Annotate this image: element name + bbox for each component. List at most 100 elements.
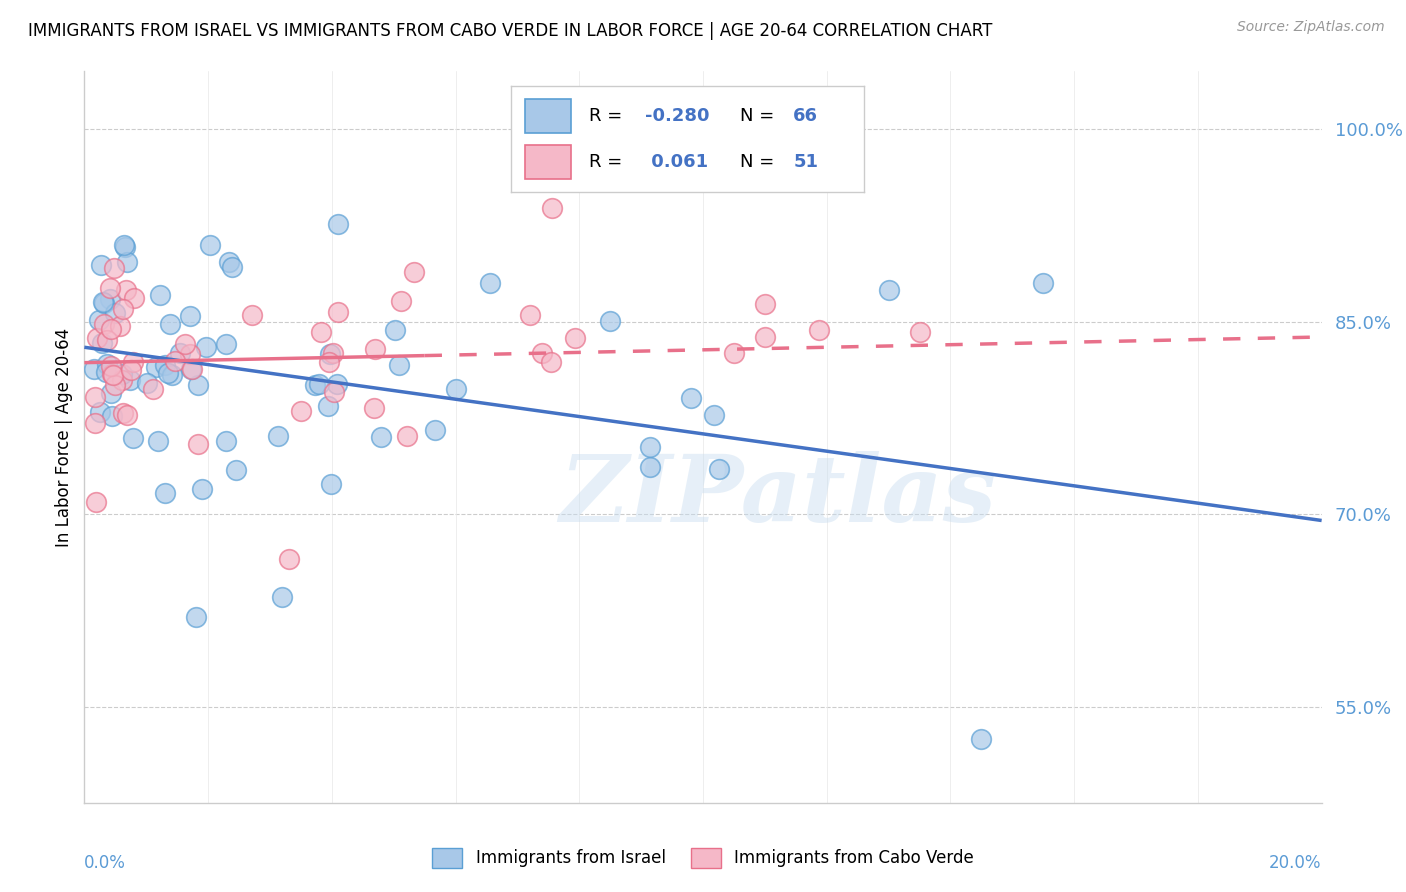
Point [214, 434, 236, 449]
Point [754, 330, 776, 344]
Point [908, 325, 931, 339]
Point [153, 486, 176, 500]
Point [444, 382, 467, 396]
Point [96, 357, 118, 371]
Y-axis label: In Labor Force | Age 20-64: In Labor Force | Age 20-64 [55, 327, 73, 547]
Point [100, 385, 122, 400]
Point [160, 368, 183, 382]
Point [807, 323, 830, 337]
Point [100, 321, 122, 335]
Point [290, 404, 312, 418]
Point [122, 354, 145, 368]
Point [531, 345, 554, 359]
Point [93, 295, 115, 310]
Point [322, 346, 344, 360]
Point [388, 359, 411, 373]
Point [111, 406, 134, 420]
Point [104, 306, 127, 320]
Point [198, 238, 221, 252]
Point [304, 378, 326, 392]
Text: 0.0%: 0.0% [84, 855, 127, 872]
Point [384, 323, 406, 337]
Point [111, 367, 134, 381]
Point [363, 401, 385, 415]
Point [537, 167, 560, 181]
Point [115, 283, 138, 297]
Point [98, 281, 121, 295]
Point [84, 390, 107, 404]
Point [179, 309, 201, 323]
Text: Source: ZipAtlas.com: Source: ZipAtlas.com [1237, 20, 1385, 34]
Point [321, 477, 343, 491]
Point [149, 287, 172, 301]
Point [328, 217, 350, 231]
Point [90, 335, 112, 350]
Point [326, 376, 349, 391]
Point [84, 494, 107, 508]
Point [136, 376, 159, 391]
Point [478, 276, 501, 290]
Point [100, 359, 122, 373]
Point [395, 429, 418, 443]
Point [309, 325, 332, 339]
Point [225, 463, 247, 477]
Point [142, 382, 165, 396]
Point [267, 428, 290, 442]
Point [104, 377, 127, 392]
Point [100, 367, 122, 381]
Point [90, 259, 112, 273]
Point [214, 336, 236, 351]
Point [89, 313, 111, 327]
Point [84, 417, 107, 431]
Point [112, 301, 135, 316]
Point [363, 343, 385, 357]
Point [146, 434, 169, 448]
Point [707, 462, 730, 476]
Point [599, 313, 621, 327]
Point [98, 292, 121, 306]
Point [402, 265, 425, 279]
Point [122, 431, 145, 445]
Point [308, 377, 330, 392]
Point [115, 254, 138, 268]
Point [112, 238, 135, 252]
Point [174, 336, 197, 351]
Point [564, 331, 586, 345]
Point [103, 261, 125, 276]
Point [723, 346, 745, 360]
Point [93, 317, 115, 331]
Point [703, 408, 725, 422]
Legend: Immigrants from Israel, Immigrants from Cabo Verde: Immigrants from Israel, Immigrants from … [426, 841, 980, 875]
Point [96, 333, 118, 347]
Point [319, 347, 342, 361]
Text: 20.0%: 20.0% [1270, 855, 1322, 872]
Point [221, 260, 243, 274]
Point [754, 296, 776, 310]
Point [96, 364, 118, 378]
Point [180, 362, 202, 376]
Point [970, 731, 993, 746]
Point [370, 430, 392, 444]
Point [541, 202, 564, 216]
Point [101, 368, 124, 383]
Point [163, 354, 186, 368]
Point [89, 405, 111, 419]
Point [425, 423, 447, 437]
Point [389, 294, 412, 309]
Point [638, 460, 661, 475]
Point [187, 378, 209, 392]
Point [519, 308, 541, 322]
Point [83, 361, 105, 376]
Point [169, 346, 191, 360]
Point [191, 483, 214, 497]
Point [86, 331, 108, 345]
Point [195, 340, 218, 354]
Text: ZIPatlas: ZIPatlas [558, 450, 995, 541]
Point [877, 283, 900, 297]
Point [184, 609, 207, 624]
Point [540, 355, 562, 369]
Point [326, 305, 349, 319]
Point [318, 355, 340, 369]
Point [145, 359, 167, 374]
Point [120, 373, 142, 387]
